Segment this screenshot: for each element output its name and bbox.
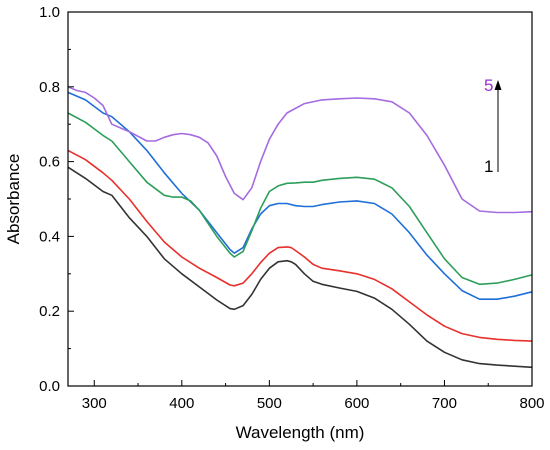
- series-line-2: [67, 149, 533, 342]
- annotation-layer: 1 5: [484, 76, 502, 176]
- series-line-3: [67, 91, 533, 300]
- series-layer: [67, 86, 533, 369]
- y-tick-label: 0.0: [39, 378, 60, 395]
- y-tick-label: 0.4: [39, 228, 60, 245]
- y-tick-label: 0.6: [39, 154, 60, 171]
- x-tick-label: 800: [519, 395, 544, 412]
- x-axis-title: Wavelength (nm): [236, 423, 365, 442]
- axis-layer: 300 400 500 600 700 800 0.0 0.2 0.4 0.6 0.8 1.0: [39, 4, 544, 412]
- y-axis-title: Absorbance: [4, 154, 23, 245]
- x-tick-label: 300: [82, 395, 107, 412]
- y-tick-label: 0.2: [39, 303, 60, 320]
- x-tick-label: 700: [432, 395, 457, 412]
- trend-arrow-head-icon: [494, 80, 502, 90]
- annotation-series-end-label: 5: [484, 76, 493, 95]
- y-tick-label: 1.0: [39, 4, 60, 21]
- y-tick-label: 0.8: [39, 79, 60, 96]
- annotation-series-start-label: 1: [484, 157, 493, 176]
- x-tick-label: 400: [169, 395, 194, 412]
- x-tick-label: 600: [344, 395, 369, 412]
- x-tick-label: 500: [257, 395, 282, 412]
- series-line-5: [67, 86, 533, 214]
- series-line-1: [67, 166, 533, 369]
- series-line-4: [67, 112, 533, 286]
